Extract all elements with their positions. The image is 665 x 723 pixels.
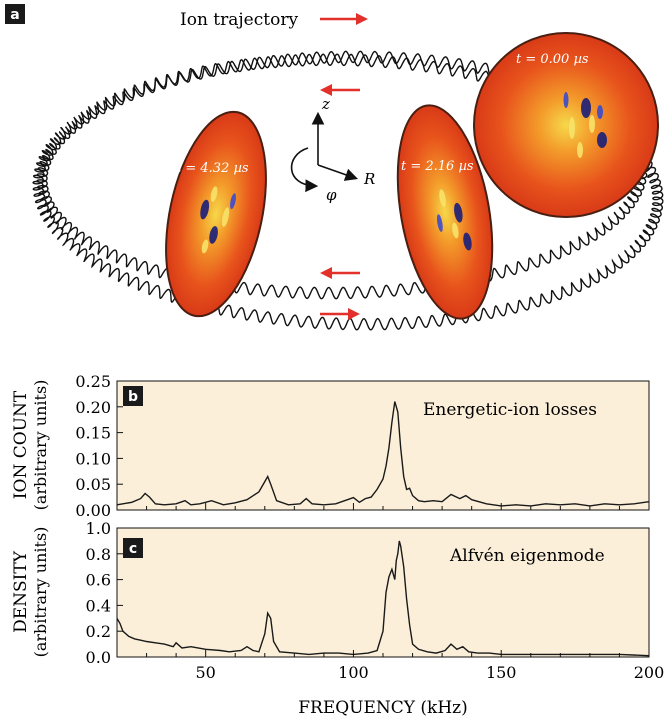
- panel-c-ylabel-2: (arbitrary units): [31, 527, 50, 658]
- panel-c-label-box: [123, 538, 143, 558]
- density-trace: [116, 540, 650, 657]
- panel-b-ylabel-1: ION COUNT: [11, 390, 31, 499]
- panel-b-plot-area: [116, 380, 650, 511]
- y-tick-label: 0.10: [75, 449, 111, 468]
- direction-arrows: [320, 84, 360, 320]
- coordinate-axes: [290, 111, 359, 193]
- y-tick-label: 1.0: [86, 519, 111, 538]
- axis-R-label: R: [363, 170, 375, 188]
- ion-trajectory-label: Ion trajectory: [180, 10, 298, 30]
- y-tick-label: 0.20: [75, 398, 111, 417]
- panel-c-chart: c Alfvén eigenmode 0.0 0.2 0.4 0.6 0.8 1.0 50…: [11, 519, 664, 718]
- panel-a-label-box: [5, 4, 25, 24]
- panel-c-ylabel-1: DENSITY: [11, 550, 31, 633]
- time-label-middle: t = 2.16 µs: [401, 159, 474, 174]
- panel-b-chart: b Energetic-ion losses 0.000.050.100.150…: [11, 372, 650, 520]
- panel-c-y-ticks: 0.0 0.2 0.4 0.6 0.8 1.0: [86, 519, 620, 667]
- panel-a-illustration: a Ion trajectory t = 4.32 µs t = 2.16 µs: [5, 4, 664, 331]
- x-tick-label: 50: [195, 663, 215, 682]
- y-tick-label: 0.6: [86, 571, 111, 590]
- x-tick-label: 100: [338, 663, 369, 682]
- panel-a-label: a: [10, 7, 19, 23]
- y-tick-label: 0.00: [75, 501, 111, 520]
- time-label-left: t = 4.32 µs: [176, 161, 249, 176]
- y-tick-label: 0.8: [86, 545, 111, 564]
- panel-c-label: c: [129, 541, 137, 557]
- axis-phi-label: φ: [326, 186, 337, 204]
- y-tick-label: 0.0: [86, 648, 111, 667]
- y-tick-label: 0.05: [75, 475, 111, 494]
- axis-z-label: z: [321, 95, 330, 113]
- x-tick-label: 150: [486, 663, 517, 682]
- y-tick-label: 0.25: [75, 372, 111, 391]
- poloidal-slice-middle: t = 2.16 µs: [396, 104, 494, 320]
- x-axis-label: FREQUENCY (kHz): [298, 698, 468, 718]
- poloidal-slice-right: t = 0.00 µs: [473, 32, 659, 218]
- panel-b-label-box: [123, 386, 143, 406]
- panel-c-x-ticks: 50 100 150 200: [195, 663, 664, 682]
- time-label-right: t = 0.00 µs: [516, 52, 589, 67]
- y-tick-label: 0.2: [86, 622, 111, 641]
- panel-b-ylabel-2: (arbitrary units): [31, 380, 50, 511]
- panel-c-plot-area: [116, 527, 650, 658]
- panel-b-title: Energetic-ion losses: [423, 400, 597, 420]
- y-tick-label: 0.15: [75, 424, 111, 443]
- y-tick-label: 0.4: [86, 596, 111, 615]
- panel-b-label: b: [128, 389, 138, 405]
- panel-c-title: Alfvén eigenmode: [449, 546, 605, 566]
- x-tick-label: 200: [634, 663, 665, 682]
- poloidal-slice-left: t = 4.32 µs: [165, 110, 267, 318]
- ion-count-trace: [116, 401, 650, 507]
- panel-b-y-ticks: 0.00 0.05 0.10 0.15 0.20 0.25: [75, 372, 620, 520]
